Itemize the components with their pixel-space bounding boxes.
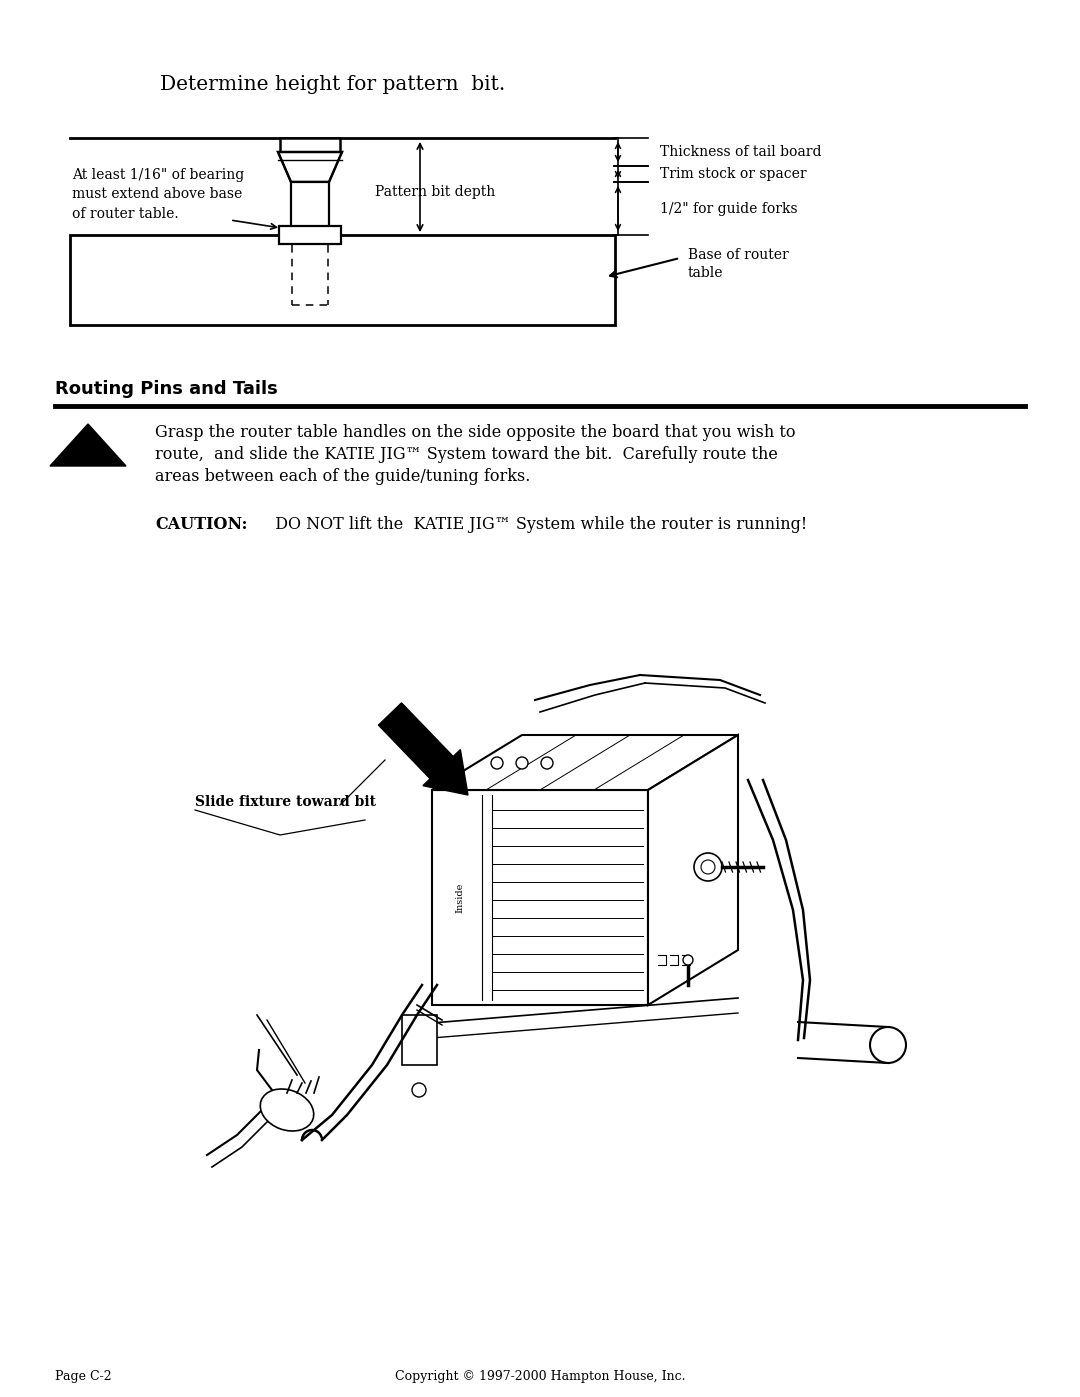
Bar (402, 1016, 437, 1065)
Bar (279, 226, 341, 244)
Text: areas between each of the guide/tuning forks.: areas between each of the guide/tuning f… (156, 468, 530, 485)
Bar (432, 789, 648, 1004)
Circle shape (701, 861, 715, 875)
Circle shape (491, 757, 503, 768)
Text: Copyright © 1997-2000 Hampton House, Inc.: Copyright © 1997-2000 Hampton House, Inc… (395, 1370, 685, 1383)
Bar (291, 182, 329, 233)
Circle shape (870, 1027, 906, 1063)
Circle shape (683, 956, 693, 965)
Circle shape (411, 1083, 426, 1097)
Circle shape (541, 757, 553, 768)
Text: Inside: Inside (456, 883, 464, 912)
Circle shape (516, 757, 528, 768)
Bar (280, 138, 340, 152)
Polygon shape (432, 735, 738, 789)
Bar (70, 235, 615, 326)
Text: Slide fixture toward bit: Slide fixture toward bit (195, 795, 376, 809)
Text: Trim stock or spacer: Trim stock or spacer (660, 168, 807, 182)
Text: Base of router
table: Base of router table (688, 249, 788, 281)
Polygon shape (50, 425, 126, 467)
Ellipse shape (260, 1090, 313, 1132)
Text: Page C-2: Page C-2 (55, 1370, 111, 1383)
Text: Pattern bit depth: Pattern bit depth (375, 184, 495, 198)
Circle shape (694, 854, 723, 882)
Polygon shape (378, 703, 468, 795)
Text: Grasp the router table handles on the side opposite the board that you wish to: Grasp the router table handles on the si… (156, 425, 796, 441)
Polygon shape (278, 152, 342, 182)
Text: 1/2" for guide forks: 1/2" for guide forks (660, 201, 798, 215)
Polygon shape (648, 735, 738, 1004)
Text: route,  and slide the KATIE JIG™ System toward the bit.  Carefully route the: route, and slide the KATIE JIG™ System t… (156, 446, 778, 462)
Text: Determine height for pattern  bit.: Determine height for pattern bit. (160, 75, 505, 94)
Text: Thickness of tail board: Thickness of tail board (660, 145, 822, 159)
Text: CAUTION:: CAUTION: (156, 515, 247, 534)
Text: Routing Pins and Tails: Routing Pins and Tails (55, 380, 278, 398)
Text: DO NOT lift the  KATIE JIG™ System while the router is running!: DO NOT lift the KATIE JIG™ System while … (265, 515, 807, 534)
Text: At least 1/16" of bearing
must extend above base
of router table.: At least 1/16" of bearing must extend ab… (72, 168, 244, 221)
